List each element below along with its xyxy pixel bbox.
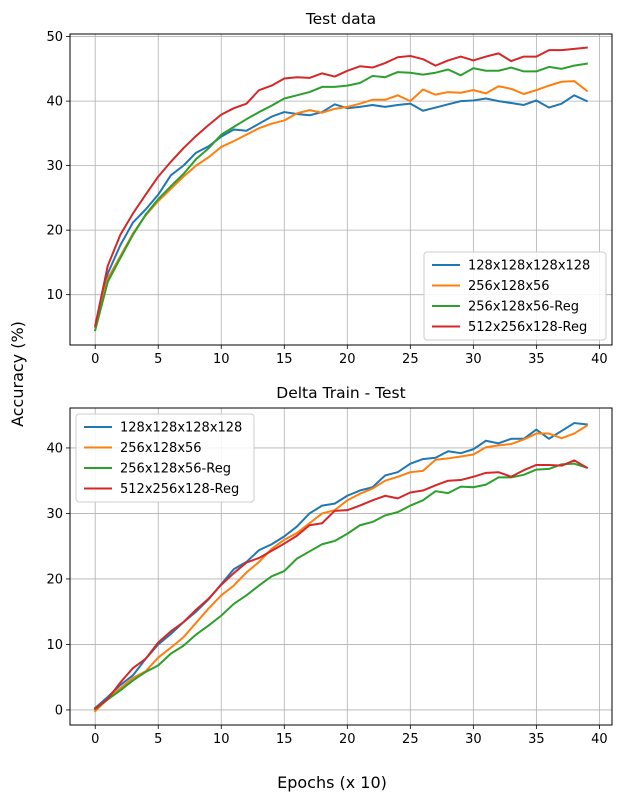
- legend: 128x128x128x128 256x128x56 256x128x56-Reg 5…: [75, 413, 255, 503]
- x-tick-label: 25: [402, 732, 419, 747]
- figure-y-label: Accuracy (%): [8, 321, 27, 427]
- figure-x-label: Epochs (x 10): [277, 773, 387, 792]
- plot-frame: [69, 407, 613, 726]
- y-tick-label: 0: [55, 703, 63, 718]
- x-tick-label: 40: [591, 732, 608, 747]
- x-tick-label: 30: [465, 732, 482, 747]
- legend-label-1: 256x128x56: [468, 279, 550, 294]
- series-line-1: [93, 80, 589, 329]
- x-tick-label: 40: [591, 352, 608, 367]
- legend-label-0: 128x128x128x128: [468, 259, 590, 274]
- x-tick-label: 5: [154, 732, 162, 747]
- x-tick-label: 30: [465, 352, 482, 367]
- x-tick-label: 25: [402, 352, 419, 367]
- series-line-2: [93, 462, 589, 711]
- x-tick-label: 15: [276, 732, 293, 747]
- test-data-chart: 0 5 10 15 20 25 30 35 40 10 20 30 40 50 Test data 128x1…: [46, 10, 613, 367]
- y-tick-label: 30: [46, 159, 63, 174]
- series-line-0: [93, 422, 588, 710]
- legend-label-0: 128x128x128x128: [120, 421, 242, 436]
- legend-label-3: 512x256x128-Reg: [468, 320, 587, 335]
- legend: 128x128x128x128 256x128x56 256x128x56-Reg 5…: [423, 251, 607, 341]
- legend-label-1: 256x128x56: [120, 441, 202, 456]
- y-tick-label: 40: [46, 441, 63, 456]
- x-tick-label: 0: [91, 732, 99, 747]
- chart-title: Delta Train - Test: [276, 384, 405, 402]
- y-tick-label: 20: [46, 572, 63, 587]
- legend-label-2: 256x128x56-Reg: [468, 300, 579, 315]
- x-tick-label: 20: [339, 732, 356, 747]
- legend-label-2: 256x128x56-Reg: [120, 462, 231, 477]
- series-line-2: [93, 62, 588, 332]
- x-tick-label: 0: [91, 352, 99, 367]
- series-line-3: [94, 46, 588, 327]
- legend-label-3: 512x256x128-Reg: [120, 482, 239, 497]
- x-tick-label: 20: [339, 352, 356, 367]
- x-tick-label: 5: [154, 352, 162, 367]
- x-tick-label: 10: [213, 352, 230, 367]
- y-tick-label: 20: [46, 224, 63, 239]
- series-line-0: [94, 94, 589, 329]
- y-tick-label: 40: [46, 95, 63, 110]
- series-line-1: [93, 424, 589, 713]
- legend-box: [75, 413, 255, 503]
- delta-train-test-chart: 0 5 10 15 20 25 30 35 40 0 10 20 30 40 Delta Train - T…: [46, 384, 613, 747]
- x-tick-label: 35: [528, 352, 545, 367]
- y-tick-label: 10: [46, 638, 63, 653]
- chart-title: Test data: [305, 10, 376, 28]
- y-tick-label: 50: [46, 30, 63, 45]
- legend-box: [423, 251, 607, 341]
- series-line-3: [93, 459, 589, 711]
- y-tick-label: 10: [46, 288, 63, 303]
- x-tick-label: 15: [276, 352, 293, 367]
- x-tick-label: 10: [213, 732, 230, 747]
- y-tick-label: 30: [46, 507, 63, 522]
- x-tick-label: 35: [528, 732, 545, 747]
- plot-frame: [69, 33, 613, 346]
